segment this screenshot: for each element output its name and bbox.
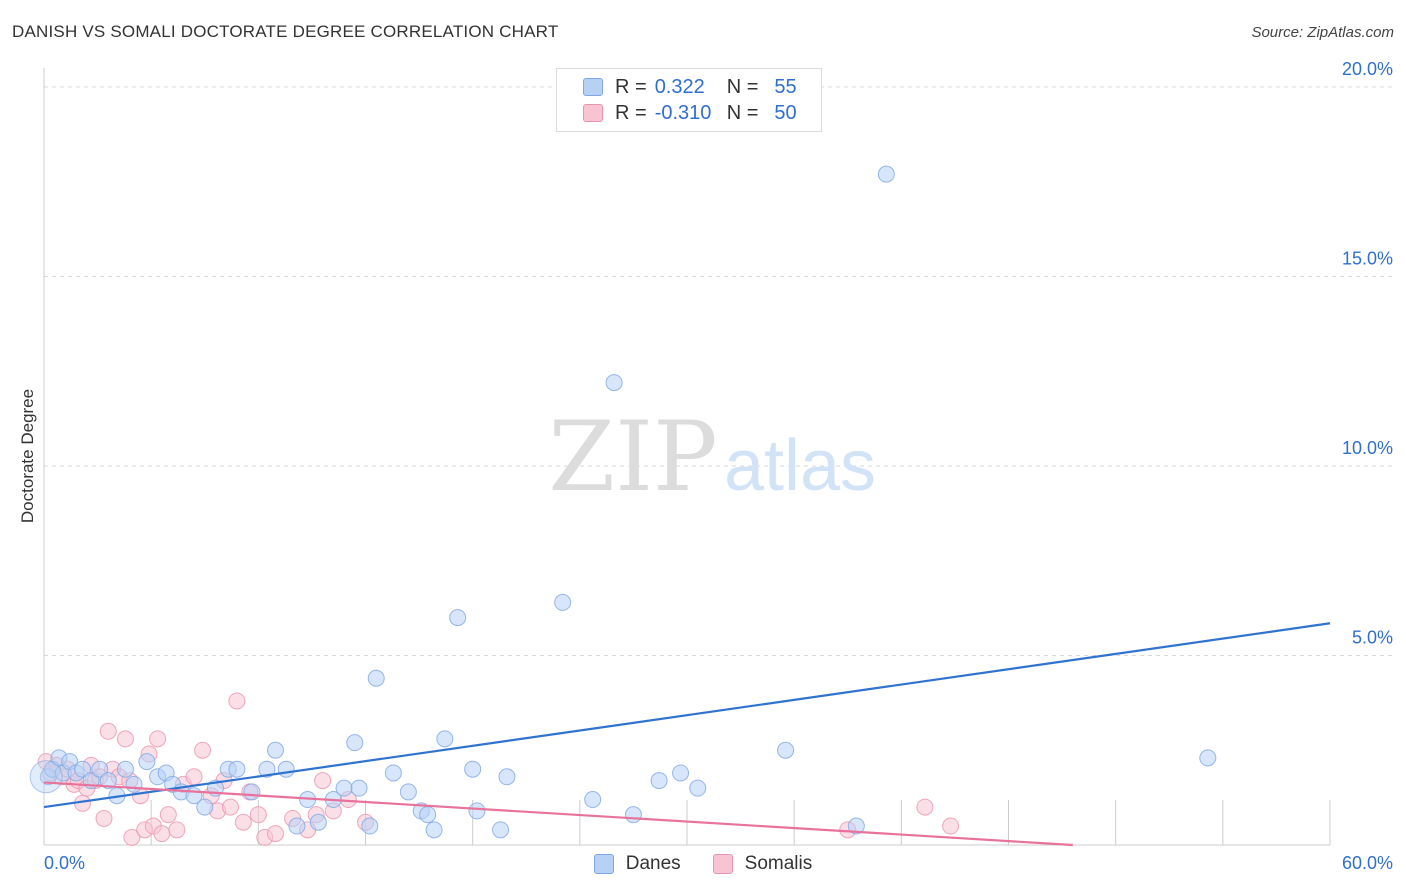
danes-point[interactable] bbox=[277, 760, 295, 778]
danes-point[interactable] bbox=[419, 806, 437, 824]
danes-swatch bbox=[583, 78, 603, 96]
somalis-point[interactable] bbox=[149, 730, 167, 748]
y-tick-label: 10.0% bbox=[1342, 438, 1393, 458]
danes-point[interactable] bbox=[1199, 749, 1217, 767]
danes-point[interactable] bbox=[288, 817, 306, 835]
y-axis-label: Doctorate Degree bbox=[18, 389, 37, 523]
somalis-point[interactable] bbox=[185, 768, 203, 786]
somalis-point[interactable] bbox=[314, 772, 332, 790]
stats-row-somalis: R = -0.310 N = 50 bbox=[583, 101, 797, 125]
somalis-point[interactable] bbox=[221, 798, 239, 816]
somalis-swatch bbox=[583, 104, 603, 122]
n-label: N = bbox=[726, 75, 759, 98]
danes-point[interactable] bbox=[436, 730, 454, 748]
danes-point[interactable] bbox=[877, 165, 895, 183]
somalis-point[interactable] bbox=[249, 806, 267, 824]
danes-point[interactable] bbox=[266, 741, 284, 759]
danes-point[interactable] bbox=[367, 669, 385, 687]
gridlines bbox=[44, 86, 1392, 656]
somalis-point[interactable] bbox=[266, 825, 284, 843]
danes-point[interactable] bbox=[346, 734, 364, 752]
danes-point[interactable] bbox=[335, 779, 353, 797]
legend-item-somalis[interactable]: Somalis bbox=[712, 852, 813, 876]
danes-point[interactable] bbox=[492, 821, 510, 839]
danes-point[interactable] bbox=[554, 593, 572, 611]
danes-point[interactable] bbox=[672, 764, 690, 782]
danes-point[interactable] bbox=[425, 821, 443, 839]
r-value: 0.322 bbox=[654, 75, 705, 98]
watermark-zip: ZIP bbox=[548, 401, 717, 513]
y-tick-label: 5.0% bbox=[1352, 627, 1393, 647]
danes-point[interactable] bbox=[91, 760, 109, 778]
somalis-point[interactable] bbox=[942, 817, 960, 835]
danes-point[interactable] bbox=[384, 764, 402, 782]
danes-point[interactable] bbox=[399, 783, 417, 801]
danes-point[interactable] bbox=[350, 779, 368, 797]
somalis-point[interactable] bbox=[916, 798, 934, 816]
danes-point[interactable] bbox=[689, 779, 707, 797]
n-label: N = bbox=[726, 101, 759, 124]
danes-point[interactable] bbox=[125, 775, 143, 793]
watermark: ZIP atlas bbox=[548, 401, 876, 513]
danes-point[interactable] bbox=[258, 760, 276, 778]
danes-point[interactable] bbox=[138, 753, 156, 771]
axes bbox=[43, 68, 1330, 846]
danes-cluster-point[interactable] bbox=[29, 760, 63, 794]
danes-point[interactable] bbox=[624, 806, 642, 824]
source-label: Source: ZipAtlas.com bbox=[1251, 24, 1394, 41]
r-label: R = bbox=[615, 101, 647, 124]
danes-trend-line bbox=[43, 622, 1331, 809]
danes-point[interactable] bbox=[309, 813, 327, 831]
y-tick-labels: 5.0% 10.0% 15.0% 20.0% bbox=[1342, 59, 1393, 648]
stats-legend: R = 0.322 N = 55 R = -0.310 N = 50 bbox=[556, 68, 822, 132]
danes-point[interactable] bbox=[116, 760, 134, 778]
legend-label-danes: Danes bbox=[625, 853, 681, 874]
r-label: R = bbox=[615, 75, 647, 98]
chart-title: DANISH VS SOMALI DOCTORATE DEGREE CORREL… bbox=[12, 22, 559, 41]
somalis-point[interactable] bbox=[168, 821, 186, 839]
danes-point[interactable] bbox=[777, 741, 795, 759]
watermark-atlas: atlas bbox=[724, 426, 876, 506]
danes-point[interactable] bbox=[650, 772, 668, 790]
stats-row-danes: R = 0.322 N = 55 bbox=[583, 75, 797, 99]
somalis-point[interactable] bbox=[95, 809, 113, 827]
somalis-point[interactable] bbox=[228, 692, 246, 710]
somalis-point[interactable] bbox=[99, 722, 117, 740]
series-legend: Danes Somalis bbox=[0, 852, 1406, 876]
somalis-point[interactable] bbox=[159, 806, 177, 824]
danes-point[interactable] bbox=[243, 783, 261, 801]
y-tick-label: 20.0% bbox=[1342, 59, 1393, 79]
danes-point[interactable] bbox=[449, 609, 467, 627]
somalis-legend-swatch bbox=[712, 854, 733, 874]
somalis-point[interactable] bbox=[234, 813, 252, 831]
danes-point[interactable] bbox=[584, 791, 602, 809]
somalis-trend-line bbox=[43, 781, 1073, 847]
danes-point[interactable] bbox=[468, 802, 486, 820]
y-tick-label: 15.0% bbox=[1342, 248, 1393, 268]
r-value: -0.310 bbox=[654, 101, 712, 124]
n-value: 50 bbox=[774, 101, 797, 124]
somalis-point[interactable] bbox=[123, 828, 141, 846]
danes-point[interactable] bbox=[228, 760, 246, 778]
danes-point[interactable] bbox=[847, 817, 865, 835]
somalis-point[interactable] bbox=[116, 730, 134, 748]
x-tick-label-max: 60.0% bbox=[1342, 853, 1393, 873]
n-value: 55 bbox=[774, 75, 797, 98]
danes-point[interactable] bbox=[605, 374, 623, 392]
danes-point[interactable] bbox=[74, 760, 92, 778]
somalis-point[interactable] bbox=[153, 825, 171, 843]
danes-point[interactable] bbox=[464, 760, 482, 778]
danes-point[interactable] bbox=[196, 798, 214, 816]
legend-label-somalis: Somalis bbox=[744, 853, 813, 874]
danes-point[interactable] bbox=[361, 817, 379, 835]
trend-lines bbox=[43, 622, 1331, 847]
legend-item-danes[interactable]: Danes bbox=[593, 852, 681, 876]
x-tick-label-min: 0.0% bbox=[44, 853, 85, 873]
danes-point[interactable] bbox=[498, 768, 516, 786]
somalis-point[interactable] bbox=[194, 741, 212, 759]
danes-point[interactable] bbox=[99, 772, 117, 790]
danes-legend-swatch bbox=[593, 854, 614, 874]
